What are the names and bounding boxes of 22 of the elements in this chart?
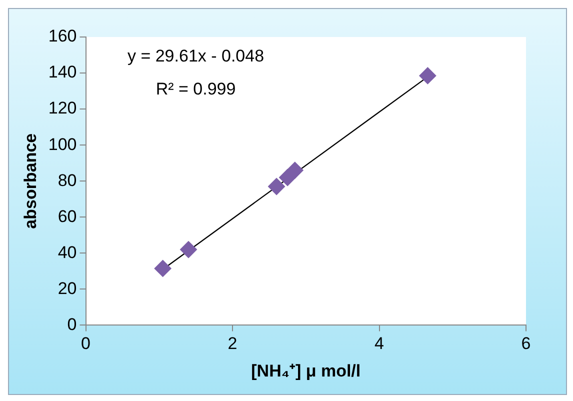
annotation: y = 29.61x - 0.048: [127, 46, 264, 66]
y-tick-label: 20: [58, 278, 77, 298]
x-axis-title: [NH₄⁺] μ mol/l: [251, 361, 361, 380]
point: [268, 178, 286, 196]
y-tick-label: 60: [58, 206, 77, 226]
point: [180, 241, 197, 258]
x-tick-label: 6: [521, 334, 531, 354]
y-tick-label: 100: [48, 134, 77, 154]
point: [286, 162, 304, 179]
x-tick-label: 4: [374, 334, 384, 354]
y-axis-title: absorbance: [20, 133, 40, 229]
y-tick-label: 160: [48, 26, 77, 46]
annotation: R² = 0.999: [156, 80, 236, 99]
y-tick-label: 80: [58, 170, 77, 190]
y-tick-label: 40: [58, 242, 77, 262]
point: [154, 260, 172, 277]
point: [419, 67, 436, 84]
x-tick-label: 2: [228, 334, 238, 354]
y-tick-label: 0: [67, 314, 77, 334]
y-tick-label: 120: [48, 98, 77, 118]
y-tick-label: 140: [48, 62, 77, 82]
x-tick-label: 0: [81, 334, 90, 354]
